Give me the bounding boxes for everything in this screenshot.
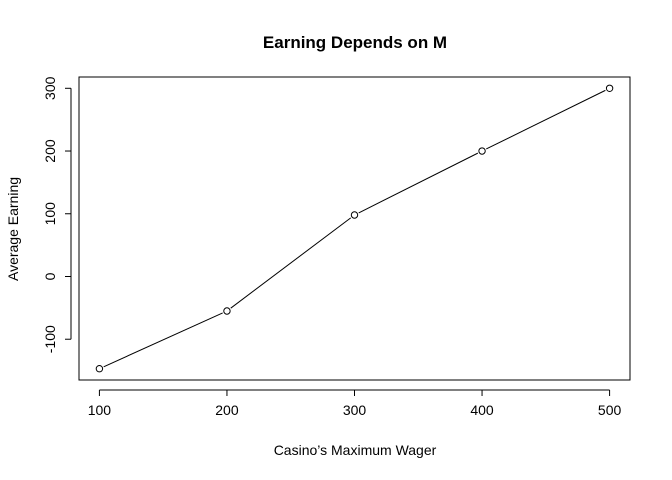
y-axis-label: Average Earning <box>5 177 21 281</box>
y-tick-label: 0 <box>42 272 58 280</box>
x-tick-label: 300 <box>343 402 367 418</box>
data-point <box>95 365 104 373</box>
x-tick-label: 100 <box>88 402 112 418</box>
series-layer <box>95 84 614 373</box>
x-axis-label: Casino’s Maximum Wager <box>274 442 437 458</box>
data-point <box>605 84 614 92</box>
y-tick-label: -100 <box>42 325 58 353</box>
data-point <box>223 307 231 315</box>
series-line-segment <box>486 89 606 150</box>
x-tick-label: 500 <box>598 402 622 418</box>
series-line-segment <box>358 152 479 214</box>
x-axis: 100 200 300 400 500 <box>88 389 622 418</box>
y-tick-label: 200 <box>42 139 58 163</box>
y-tick-label: 300 <box>42 76 58 100</box>
x-tick-label: 200 <box>215 402 239 418</box>
plot-frame <box>78 76 631 381</box>
chart-title: Earning Depends on M <box>263 33 447 52</box>
y-tick-label: 100 <box>42 202 58 226</box>
data-point <box>478 147 486 155</box>
series-line-segment <box>103 312 223 368</box>
x-tick-label: 400 <box>470 402 494 418</box>
y-axis: -100 0 100 200 300 <box>42 76 72 353</box>
data-point <box>350 211 359 219</box>
series-line-segment <box>230 217 352 309</box>
